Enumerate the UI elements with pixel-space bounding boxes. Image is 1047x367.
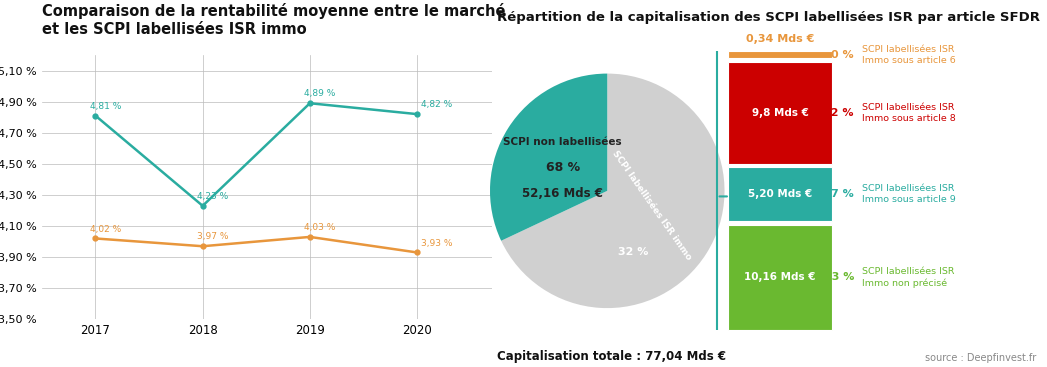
Text: 4,82 %: 4,82 %: [421, 100, 452, 109]
Text: 0 %: 0 %: [831, 50, 854, 60]
Bar: [728, 167, 832, 221]
Text: SCPI labellisées ISR immo: SCPI labellisées ISR immo: [610, 149, 693, 261]
Text: 4,89 %: 4,89 %: [305, 89, 336, 98]
Text: 13 %: 13 %: [824, 272, 854, 283]
Text: SCPI labellisées ISR
Immo sous article 9: SCPI labellisées ISR Immo sous article 9: [862, 184, 956, 204]
Wedge shape: [490, 73, 607, 241]
Bar: [728, 225, 832, 330]
Text: 10,16 Mds €: 10,16 Mds €: [744, 272, 816, 283]
Text: 4,23 %: 4,23 %: [197, 192, 228, 201]
Text: SCPI non labellisées: SCPI non labellisées: [504, 137, 622, 146]
Text: 4,03 %: 4,03 %: [305, 223, 336, 232]
Text: 7 %: 7 %: [831, 189, 854, 199]
Text: 0,34 Mds €: 0,34 Mds €: [745, 34, 815, 44]
Text: 12 %: 12 %: [823, 108, 854, 118]
Wedge shape: [502, 73, 725, 308]
Text: 3,93 %: 3,93 %: [421, 239, 452, 247]
Bar: [728, 62, 832, 164]
Text: 52,16 Mds €: 52,16 Mds €: [522, 187, 603, 200]
Text: SCPI labellisées ISR
Immo sous article 8: SCPI labellisées ISR Immo sous article 8: [862, 103, 956, 123]
Text: 32 %: 32 %: [618, 247, 648, 257]
Text: Comparaison de la rentabilité moyenne entre le marché
et les SCPI labellisées IS: Comparaison de la rentabilité moyenne en…: [42, 3, 506, 37]
Text: 9,8 Mds €: 9,8 Mds €: [752, 108, 808, 118]
Text: 5,20 Mds €: 5,20 Mds €: [748, 189, 812, 199]
Text: Répartition de la capitalisation des SCPI labellisées ISR par article SFDR: Répartition de la capitalisation des SCP…: [497, 11, 1041, 24]
Bar: [728, 51, 832, 58]
Text: 4,81 %: 4,81 %: [90, 102, 121, 111]
Text: SCPI labellisées ISR
Immo non précisé: SCPI labellisées ISR Immo non précisé: [862, 267, 955, 288]
Text: 4,02 %: 4,02 %: [90, 225, 121, 233]
Text: 3,97 %: 3,97 %: [197, 232, 228, 241]
Text: 68 %: 68 %: [545, 161, 580, 174]
Text: Capitalisation totale : 77,04 Mds €: Capitalisation totale : 77,04 Mds €: [497, 350, 727, 363]
Text: SCPI labellisées ISR
Immo sous article 6: SCPI labellisées ISR Immo sous article 6: [862, 45, 956, 65]
Text: source : Deepfinvest.fr: source : Deepfinvest.fr: [926, 353, 1037, 363]
